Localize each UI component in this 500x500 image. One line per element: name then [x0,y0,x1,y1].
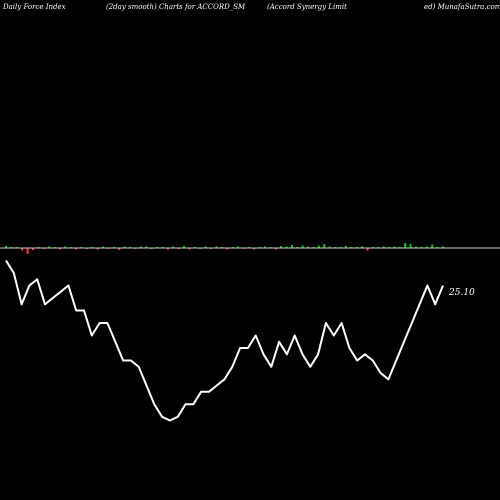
force-bar [404,243,407,248]
force-bar [166,248,169,250]
force-bar [237,246,239,248]
force-bar [102,246,105,248]
force-bar [264,246,266,248]
force-bar [307,246,310,248]
force-bar [409,244,412,248]
force-bar [26,248,29,254]
force-bar [96,248,99,250]
force-bar [139,246,142,248]
force-bar [48,246,51,248]
force-bar [204,246,207,248]
force-bar [290,245,293,248]
force-bar [344,246,347,248]
force-bar [301,245,304,248]
force-bar [75,248,78,250]
force-bar [317,245,320,248]
force-bar [328,246,331,248]
force-bar [415,246,417,248]
force-index-line [5,259,444,422]
force-bar [21,248,24,251]
force-bar [431,244,434,248]
force-bar [382,246,385,248]
force-bar [172,246,175,248]
force-bar [425,246,428,248]
force-bar [5,246,7,248]
force-bar [361,246,364,248]
force-bar [188,248,191,250]
force-bar [442,246,444,248]
force-bar [274,248,277,250]
force-bar [118,248,121,250]
force-bar [123,246,126,248]
force-bar [323,244,326,248]
force-bar [226,248,229,250]
force-bar [59,248,61,250]
force-bar [285,246,288,248]
company-name-part1: (Accord Synergy Limit [267,3,347,11]
force-bar [280,246,283,248]
force-bar [393,246,396,248]
force-bar [366,248,369,251]
force-bar [145,246,148,248]
force-bar [183,246,185,248]
force-bar [253,248,256,250]
indicator-label: Daily Force Index [3,3,66,11]
force-bar [32,248,34,250]
last-value-label: 25.10 [448,288,475,298]
company-name-part2: ed) MunafaSutra.com [424,3,500,11]
force-bar [64,246,67,248]
chart-title: (2day smooth) Charts for ACCORD_SM [106,3,246,11]
force-bar [215,246,218,248]
